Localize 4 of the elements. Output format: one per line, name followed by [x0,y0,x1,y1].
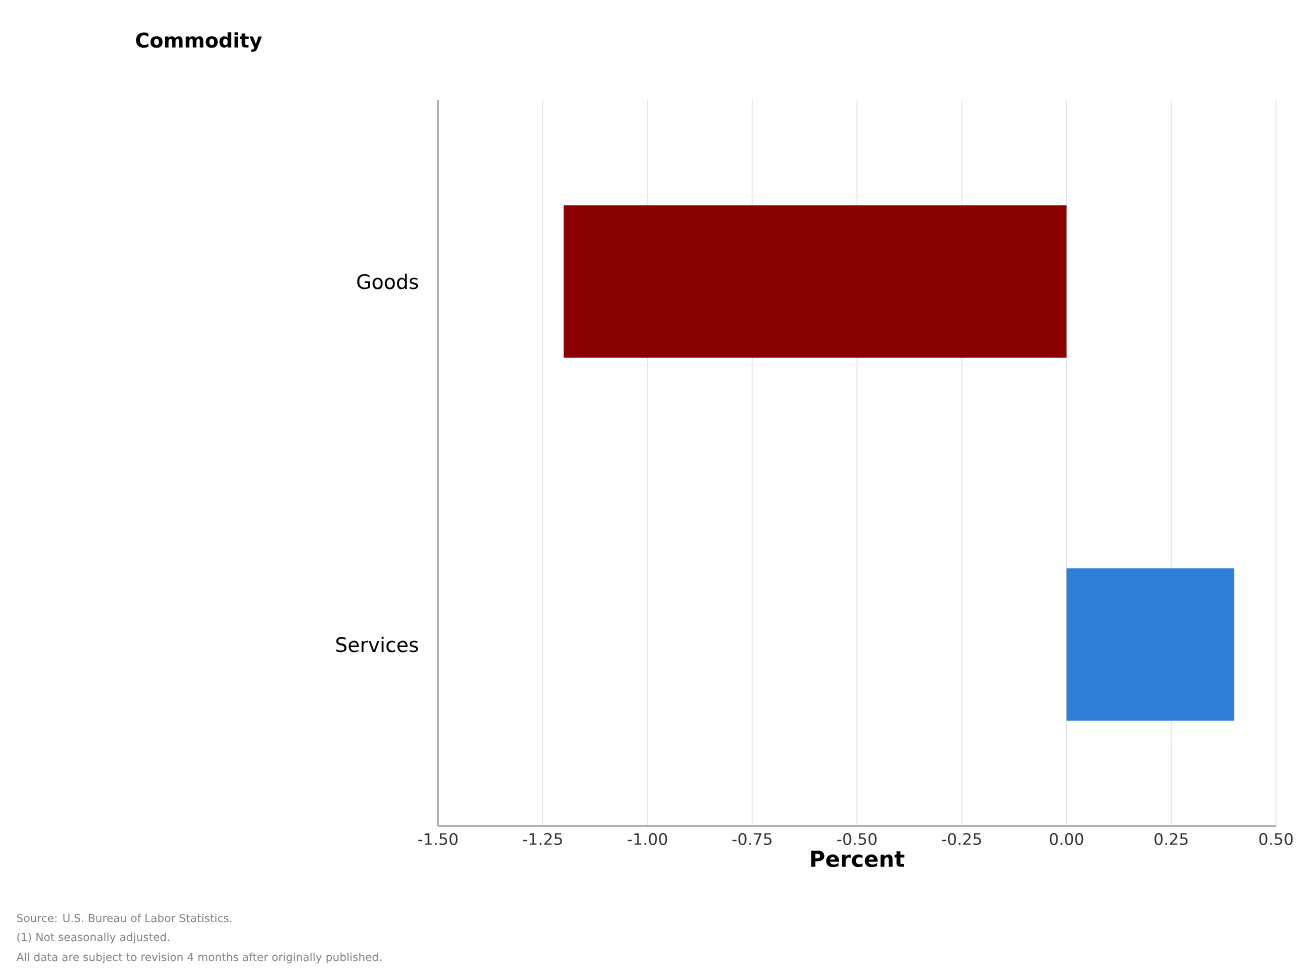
y-tick-label: Goods [357,273,419,290]
x-axis-title: Percent [811,850,905,868]
y-tick-label: Services [336,636,418,653]
y-axis-title: Commodity [136,32,262,52]
